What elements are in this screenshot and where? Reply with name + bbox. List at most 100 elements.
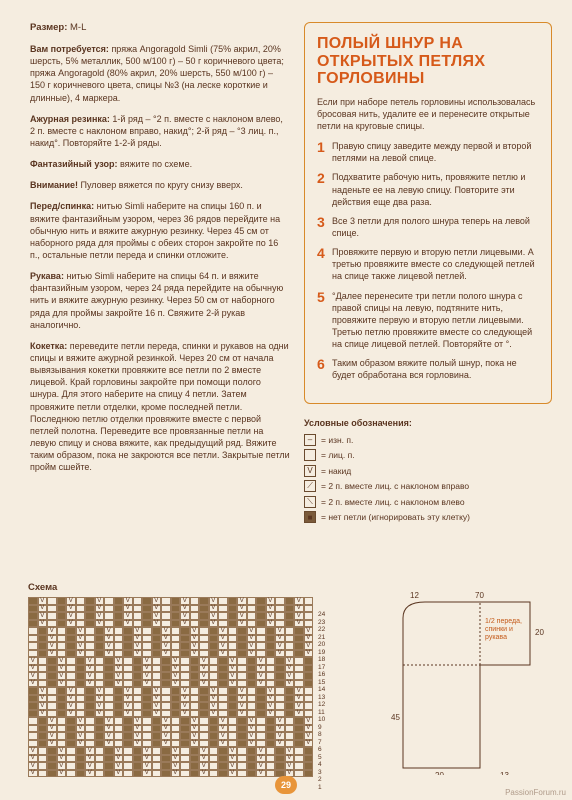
chart-cell [228, 650, 238, 658]
row-num: 14 [318, 686, 325, 694]
chart-cell [66, 695, 76, 703]
chart-cell [161, 725, 171, 733]
chart-cell [237, 747, 247, 755]
chart-cell [104, 605, 114, 613]
chart-cell [247, 620, 257, 628]
chart-cell [133, 710, 143, 718]
chart-cell [228, 665, 238, 673]
chart-cell [104, 635, 114, 643]
chart-cell [161, 717, 171, 725]
row-num: 1 [318, 784, 325, 792]
chart-cell [285, 710, 295, 718]
chart-cell [66, 620, 76, 628]
chart-cell [190, 732, 200, 740]
chart-cell [247, 687, 257, 695]
chart-cell [180, 732, 190, 740]
chart-cell [294, 657, 304, 665]
size-line: Размер: M-L [30, 22, 290, 33]
chart-cell [142, 627, 152, 635]
chart-cell [199, 620, 209, 628]
chart-cell [161, 635, 171, 643]
chart-cell [133, 665, 143, 673]
chart-cell [237, 702, 247, 710]
chart-cell [66, 680, 76, 688]
chart-cell [228, 672, 238, 680]
chart-cell [152, 717, 162, 725]
chart-cell [256, 665, 266, 673]
chart-cell [209, 747, 219, 755]
chart-cell [85, 740, 95, 748]
chart-cell [76, 710, 86, 718]
chart-cell [47, 740, 57, 748]
chart-cell [266, 717, 276, 725]
chart-cell [266, 627, 276, 635]
chart-cell [95, 687, 105, 695]
chart-cell [180, 695, 190, 703]
chart-cell [275, 672, 285, 680]
chart-cell [237, 717, 247, 725]
chart-cell [66, 642, 76, 650]
chart-cell [256, 755, 266, 763]
chart-cell [199, 725, 209, 733]
legend-text: = 2 п. вместе лиц. с наклоном влево [321, 497, 465, 507]
chart-cell [142, 612, 152, 620]
chart-cell [38, 747, 48, 755]
chart-cell [123, 672, 133, 680]
chart-cell [123, 702, 133, 710]
chart-cell [85, 695, 95, 703]
chart-cell [247, 740, 257, 748]
chart-cell [85, 620, 95, 628]
chart-cell [247, 702, 257, 710]
chart-cell [180, 755, 190, 763]
chart-cell [47, 747, 57, 755]
chart-cell [142, 770, 152, 778]
chart-cell [266, 650, 276, 658]
chart-cell [38, 627, 48, 635]
chart-cell [199, 627, 209, 635]
chart-cell [38, 687, 48, 695]
chart-cell [152, 605, 162, 613]
chart-cell [237, 755, 247, 763]
chart-cell [95, 612, 105, 620]
chart-cell [114, 717, 124, 725]
chart-cell [237, 725, 247, 733]
chart-cell [104, 702, 114, 710]
chart-cell [85, 710, 95, 718]
chart-cell [161, 695, 171, 703]
chart-cell [247, 650, 257, 658]
legend-row: ■= нет петли (игнорировать эту клетку) [304, 511, 552, 523]
chart-cell [161, 680, 171, 688]
chart-cell [114, 597, 124, 605]
row-numbers: 242322212019181716151413121110987654321 [318, 611, 325, 791]
row-num: 6 [318, 746, 325, 754]
chart-cell [142, 687, 152, 695]
chart-cell [161, 612, 171, 620]
chart-cell [28, 755, 38, 763]
chart-cell [66, 770, 76, 778]
chart-cell [161, 710, 171, 718]
chart-cell [199, 755, 209, 763]
chart-cell [28, 710, 38, 718]
chart-cell [114, 642, 124, 650]
chart-cell [85, 770, 95, 778]
chart-cell [171, 717, 181, 725]
chart-cell [285, 732, 295, 740]
chart-cell [114, 620, 124, 628]
accent-step: 4Провяжите первую и вторую петли лицевым… [317, 246, 539, 282]
chart-cell [285, 597, 295, 605]
chart-cell [247, 642, 257, 650]
legend-row: V= накид [304, 465, 552, 477]
chart-cell [256, 635, 266, 643]
chart-cell [218, 605, 228, 613]
garment-diagram: 12 70 20 45 20 13 1/2 переда, спинки и р… [385, 590, 550, 775]
chart-cell [247, 762, 257, 770]
chart-cell [161, 732, 171, 740]
chart-cell [266, 612, 276, 620]
chart-cell [285, 702, 295, 710]
chart-cell [152, 695, 162, 703]
chart-cell [47, 710, 57, 718]
chart-cell [57, 755, 67, 763]
chart-cell [237, 635, 247, 643]
chart-cell [199, 687, 209, 695]
chart-cell [133, 747, 143, 755]
